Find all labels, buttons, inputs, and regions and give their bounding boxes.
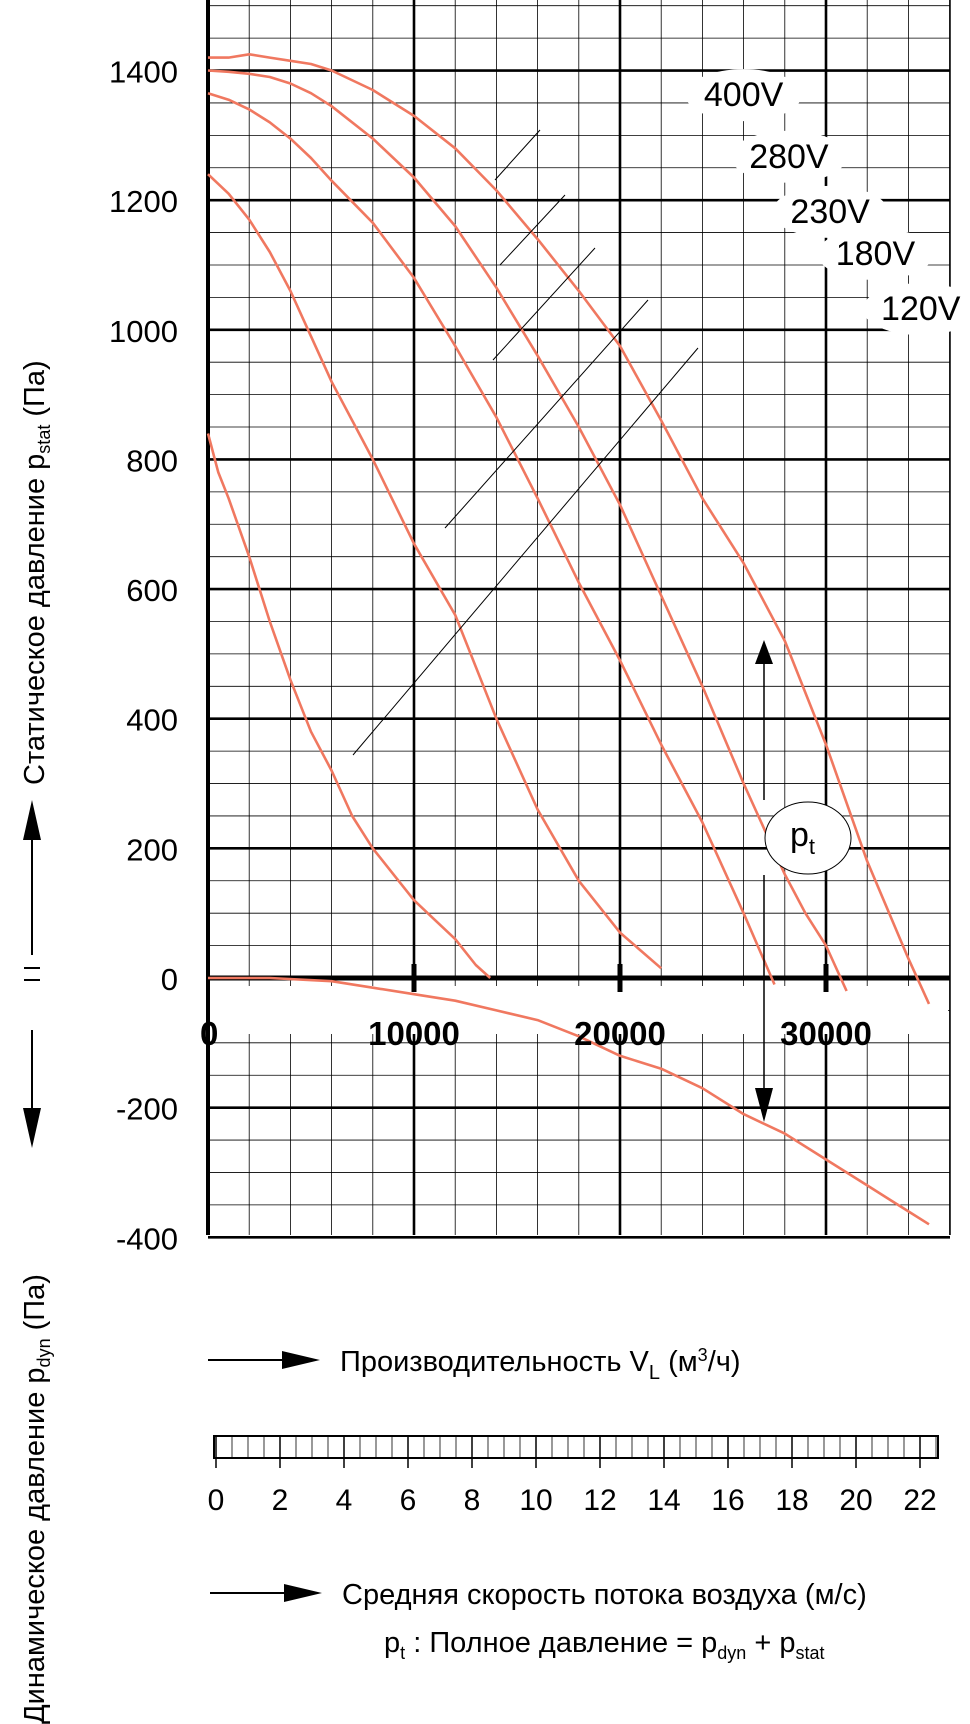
velocity-tick-label: 6 (400, 1484, 417, 1517)
series-line-p_dyn (208, 976, 930, 1226)
series-label-180V: 180V (836, 235, 916, 273)
velocity-label-group: Средняя скорость потока воздуха (м/с) (210, 1579, 867, 1611)
x-tick-label: 10000 (368, 1015, 460, 1052)
leader-line-280V (499, 194, 566, 266)
y-tick-label: -200 (116, 1092, 178, 1127)
x-tick-label: 0 (200, 1015, 218, 1052)
x-label-arrow-head (282, 1351, 320, 1369)
velocity-tick-label: 20 (839, 1484, 872, 1517)
series-label-bg-400V (685, 69, 802, 122)
velocity-label-arrow-head (284, 1584, 322, 1602)
series-labels: 400V 280V 230V 180V 120V (685, 69, 970, 336)
series-line-280V (207, 69, 848, 992)
leader-line-120V (352, 347, 699, 756)
velocity-tick-label: 18 (775, 1484, 808, 1517)
y-down-arrow-head (23, 1108, 41, 1148)
velocity-tick-label: 14 (647, 1484, 680, 1517)
series-line-400V (208, 53, 931, 1005)
series-label-120V: 120V (881, 290, 961, 328)
series-label-400V: 400V (704, 76, 784, 114)
y-axis-lower-label: Динамическое давление pdyn (Па) (19, 1274, 54, 1724)
series-label-bg-230V (772, 185, 889, 238)
velocity-tick-label: 12 (583, 1484, 616, 1517)
series-line-230V (207, 91, 776, 986)
y-tick-label: 1200 (109, 184, 178, 219)
y-tick-label: 800 (126, 443, 178, 478)
pt-arrow-up-head (755, 640, 773, 664)
velocity-tick-label: 4 (336, 1484, 353, 1517)
series-label-bg-280V (730, 130, 847, 183)
series-line-120V (206, 433, 492, 979)
y-axis-upper-label: Статическое давление pstat (Па) (19, 360, 54, 785)
total-pressure-formula: pt : Полное давление = pdyn + pstat (384, 1627, 825, 1663)
pt-badge (764, 801, 852, 875)
y-tick-label: 200 (126, 832, 178, 867)
chart-grid (206, 0, 951, 1239)
velocity-axis-label: Средняя скорость потока воздуха (м/с) (342, 1579, 867, 1611)
velocity-tick-label: 8 (464, 1484, 481, 1517)
x-axis-label-group: Производительность VL (м3/ч) (208, 1345, 741, 1384)
series-line-180V (207, 173, 663, 970)
velocity-tick-label: 0 (208, 1484, 225, 1517)
x-tick-label-band (210, 986, 948, 1034)
pt-indicator: pt (755, 640, 852, 1122)
x-tick-label: 30000 (780, 1015, 872, 1052)
y-tick-label: -400 (116, 1221, 178, 1256)
pt-arrow-down-head (755, 1088, 773, 1122)
y-axis-direction-arrows (23, 800, 41, 1148)
velocity-tick-label: 10 (519, 1484, 552, 1517)
svg-text:Статическое давление pstat (Па: Статическое давление pstat (Па) (19, 360, 54, 785)
series-leader-lines (352, 129, 699, 756)
pt-badge-text: pt (790, 816, 815, 859)
y-tick-label: 1400 (109, 55, 178, 90)
axis-ticks: 1400 1200 1000 800 600 400 200 0 -200 -400 0 10000 2… (109, 55, 872, 1257)
series-label-230V: 230V (790, 193, 870, 231)
velocity-scale: 0 2 4 6 8 10 12 14 16 18 20 22 (208, 1435, 939, 1517)
series-label-280V: 280V (749, 138, 829, 176)
leader-line-400V (494, 129, 541, 181)
series-label-bg-120V (862, 283, 970, 336)
leader-line-230V (492, 247, 596, 361)
y-tick-label: 1000 (109, 314, 178, 349)
y-up-arrow-head (23, 800, 41, 840)
velocity-tick-label: 2 (272, 1484, 289, 1517)
y-tick-label: 600 (126, 573, 178, 608)
y-tick-label: 400 (126, 703, 178, 738)
x-tick-label: 20000 (574, 1015, 666, 1052)
leader-line-180V (444, 299, 649, 529)
x-axis-label: Производительность VL (м3/ч) (340, 1345, 741, 1384)
y-tick-label: 0 (161, 962, 178, 997)
velocity-tick-label: 16 (711, 1484, 744, 1517)
svg-text:Динамическое давление pdyn (Па: Динамическое давление pdyn (Па) (19, 1274, 54, 1724)
series-label-bg-180V (817, 227, 934, 280)
velocity-scale-bar (213, 1435, 939, 1459)
velocity-tick-label: 22 (903, 1484, 936, 1517)
